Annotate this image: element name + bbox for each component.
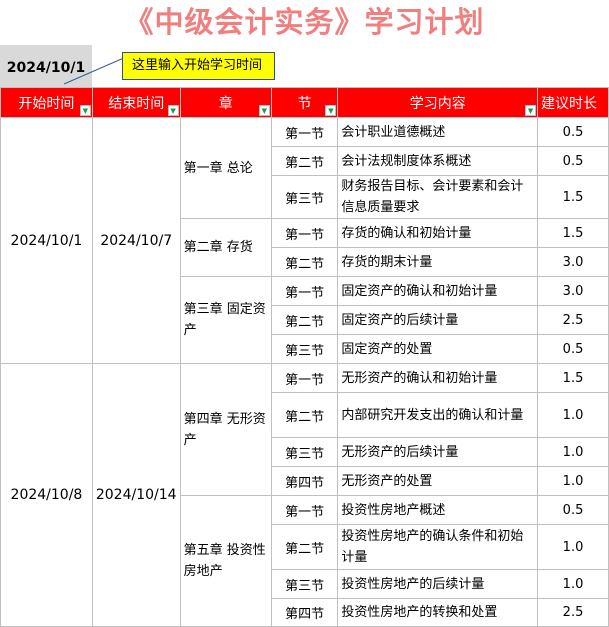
table-row: 第二章 存货 第一节 存货的确认和初始计量 1.5: [1, 218, 609, 277]
section-cell[interactable]: 第三节: [270, 175, 339, 219]
table-row: 第二节 内部研究开发支出的确认和计量 1.0: [1, 392, 609, 438]
end-time-cell[interactable]: 2024/10/7: [91, 117, 181, 364]
section-cell[interactable]: 第三节: [270, 334, 339, 364]
section-cell[interactable]: 第一节: [270, 363, 339, 393]
content-cell[interactable]: 固定资产的确认和初始计量: [337, 276, 539, 306]
content-cell[interactable]: 投资性房地产概述: [337, 495, 539, 525]
callout-note: 这里输入开始学习时间: [122, 52, 275, 80]
filter-dropdown-icon[interactable]: ▼: [167, 105, 179, 116]
duration-cell[interactable]: 1.5: [537, 175, 609, 219]
duration-cell[interactable]: 3.0: [537, 276, 609, 306]
header-section[interactable]: 节 ▼: [270, 87, 339, 118]
duration-cell[interactable]: 1.0: [537, 392, 609, 438]
table-row: 第二节 会计法规制度体系概述 0.5: [1, 146, 609, 176]
end-time-cell[interactable]: 2024/10/14: [91, 363, 181, 627]
content-cell[interactable]: 投资性房地产的转换和处置: [337, 598, 539, 627]
section-cell[interactable]: 第一节: [270, 117, 339, 147]
duration-cell[interactable]: 1.5: [537, 218, 609, 248]
content-cell[interactable]: 固定资产的处置: [337, 334, 539, 364]
content-cell[interactable]: 无形资产的后续计量: [337, 437, 539, 467]
section-cell[interactable]: 第二节: [270, 146, 339, 176]
table-row: 第五章 投资性房地产 第一节 投资性房地产概述 0.5: [1, 495, 609, 627]
content-cell[interactable]: 投资性房地产的确认条件和初始计量: [337, 524, 539, 570]
chapter-cell[interactable]: 第四章 无形资产: [179, 363, 272, 496]
duration-cell[interactable]: 1.0: [537, 524, 609, 570]
section-cell[interactable]: 第三节: [270, 437, 339, 467]
start-time-cell[interactable]: 2024/10/8: [0, 363, 93, 627]
header-content[interactable]: 学习内容 ▼: [337, 87, 539, 118]
header-label: 章: [218, 95, 233, 112]
header-label: 结束时间: [108, 95, 165, 112]
header-label: 建议时长: [541, 95, 598, 112]
duration-cell[interactable]: 1.0: [537, 569, 609, 599]
header-end-time[interactable]: 结束时间 ▼: [91, 87, 181, 118]
header-label: 学习内容: [409, 95, 466, 112]
filter-dropdown-icon[interactable]: ▼: [525, 105, 537, 116]
content-cell[interactable]: 无形资产的确认和初始计量: [337, 363, 539, 393]
page-title: 《中级会计实务》学习计划: [124, 5, 485, 39]
chapter-cell[interactable]: 第一章 总论: [179, 117, 272, 219]
table-row: 第三节 无形资产的后续计量 1.0: [1, 437, 609, 467]
chapter-cell[interactable]: 第二章 存货: [179, 218, 272, 277]
section-cell[interactable]: 第二节: [270, 524, 339, 570]
table-row: 第二节 存货的期末计量 3.0: [1, 247, 609, 277]
chapter-cell[interactable]: 第五章 投资性房地产: [179, 495, 272, 627]
filter-dropdown-icon[interactable]: ▼: [258, 105, 270, 116]
table-row: 第三章 固定资产 第一节 固定资产的确认和初始计量 3.0: [1, 276, 609, 364]
content-cell[interactable]: 存货的期末计量: [337, 247, 539, 277]
section-cell[interactable]: 第四节: [270, 466, 339, 496]
table-row: 第三节 财务报告目标、会计要素和会计信息质量要求 1.5: [1, 175, 609, 219]
duration-cell[interactable]: 0.5: [537, 495, 609, 525]
duration-cell[interactable]: 1.5: [537, 363, 609, 393]
duration-cell[interactable]: 0.5: [537, 146, 609, 176]
table-row: 第四节 无形资产的处置 1.0: [1, 466, 609, 496]
table-row: 第四节 投资性房地产的转换和处置 2.5: [1, 598, 609, 627]
duration-cell[interactable]: 2.5: [537, 598, 609, 627]
header-label: 开始时间: [18, 95, 75, 112]
section-cell[interactable]: 第三节: [270, 569, 339, 599]
section-cell[interactable]: 第二节: [270, 305, 339, 335]
section-cell[interactable]: 第四节: [270, 598, 339, 627]
header-start-time[interactable]: 开始时间 ▼: [0, 87, 93, 118]
section-cell[interactable]: 第二节: [270, 392, 339, 438]
content-cell[interactable]: 内部研究开发支出的确认和计量: [337, 392, 539, 438]
table-row: 2024/10/1 2024/10/7 第一章 总论 第一节 会计职业道德概述 0.5: [0, 117, 609, 364]
content-cell[interactable]: 固定资产的后续计量: [337, 305, 539, 335]
start-time-cell[interactable]: 2024/10/1: [0, 117, 93, 364]
study-plan-table: 开始时间 ▼ 结束时间 ▼ 章 ▼ 节 ▼ 学习内容 ▼ 建议时长 2024/10/1 20…: [0, 87, 609, 627]
content-cell[interactable]: 无形资产的处置: [337, 466, 539, 496]
content-cell[interactable]: 会计职业道德概述: [337, 117, 539, 147]
table-row: 第二节 投资性房地产的确认条件和初始计量 1.0: [1, 524, 609, 570]
callout-line: [63, 56, 127, 85]
duration-cell[interactable]: 0.5: [537, 117, 609, 147]
table-row: 第二节 固定资产的后续计量 2.5: [1, 305, 609, 335]
section-cell[interactable]: 第二节: [270, 247, 339, 277]
section-cell[interactable]: 第一节: [270, 495, 339, 525]
header-chapter[interactable]: 章 ▼: [179, 87, 272, 118]
header-duration[interactable]: 建议时长: [537, 87, 609, 118]
duration-cell[interactable]: 1.0: [537, 466, 609, 496]
content-cell[interactable]: 投资性房地产的后续计量: [337, 569, 539, 599]
section-cell[interactable]: 第一节: [270, 276, 339, 306]
start-date-input[interactable]: 2024/10/1: [0, 45, 92, 87]
table-row: 2024/10/8 2024/10/14 第四章 无形资产 第一节 无形资产的确认和初始…: [0, 363, 609, 627]
section-cell[interactable]: 第一节: [270, 218, 339, 248]
content-cell[interactable]: 存货的确认和初始计量: [337, 218, 539, 248]
duration-cell[interactable]: 0.5: [537, 334, 609, 364]
chapter-cell[interactable]: 第三章 固定资产: [179, 276, 272, 364]
header-label: 节: [297, 95, 312, 112]
filter-dropdown-icon[interactable]: ▼: [325, 105, 337, 116]
duration-cell[interactable]: 3.0: [537, 247, 609, 277]
duration-cell[interactable]: 1.0: [537, 437, 609, 467]
filter-dropdown-icon[interactable]: ▼: [79, 105, 91, 116]
table-row: 第三节 投资性房地产的后续计量 1.0: [1, 569, 609, 599]
content-cell[interactable]: 财务报告目标、会计要素和会计信息质量要求: [337, 175, 539, 219]
content-cell[interactable]: 会计法规制度体系概述: [337, 146, 539, 176]
duration-cell[interactable]: 2.5: [537, 305, 609, 335]
header-row: 开始时间 ▼ 结束时间 ▼ 章 ▼ 节 ▼ 学习内容 ▼ 建议时长: [0, 87, 609, 118]
